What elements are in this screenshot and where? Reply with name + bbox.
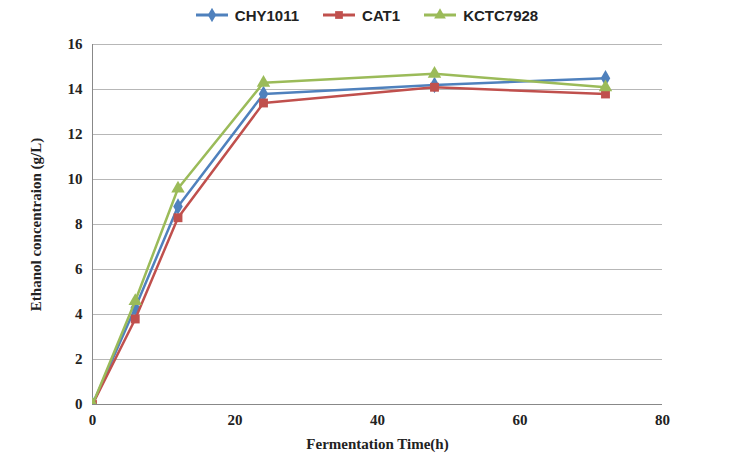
svg-text:12: 12 bbox=[68, 126, 83, 142]
svg-text:0: 0 bbox=[75, 396, 83, 412]
svg-text:8: 8 bbox=[75, 216, 83, 232]
svg-text:60: 60 bbox=[513, 412, 528, 428]
svg-text:Fermentation Time(h): Fermentation Time(h) bbox=[306, 436, 448, 453]
svg-text:80: 80 bbox=[655, 412, 670, 428]
svg-text:10: 10 bbox=[68, 171, 83, 187]
svg-text:16: 16 bbox=[68, 36, 84, 52]
svg-text:Ethanol concentraion (g/L): Ethanol concentraion (g/L) bbox=[28, 138, 45, 311]
svg-text:4: 4 bbox=[75, 306, 83, 322]
svg-text:20: 20 bbox=[228, 412, 243, 428]
svg-text:2: 2 bbox=[75, 351, 83, 367]
svg-text:6: 6 bbox=[75, 261, 83, 277]
svg-text:14: 14 bbox=[68, 81, 84, 97]
svg-text:0: 0 bbox=[89, 412, 97, 428]
svg-text:40: 40 bbox=[370, 412, 385, 428]
html-text:KCTC7928: KCTC7928 bbox=[463, 6, 539, 24]
html-text:CHY1011: CHY1011 bbox=[234, 6, 300, 24]
html-text:CAT1: CAT1 bbox=[362, 6, 401, 24]
